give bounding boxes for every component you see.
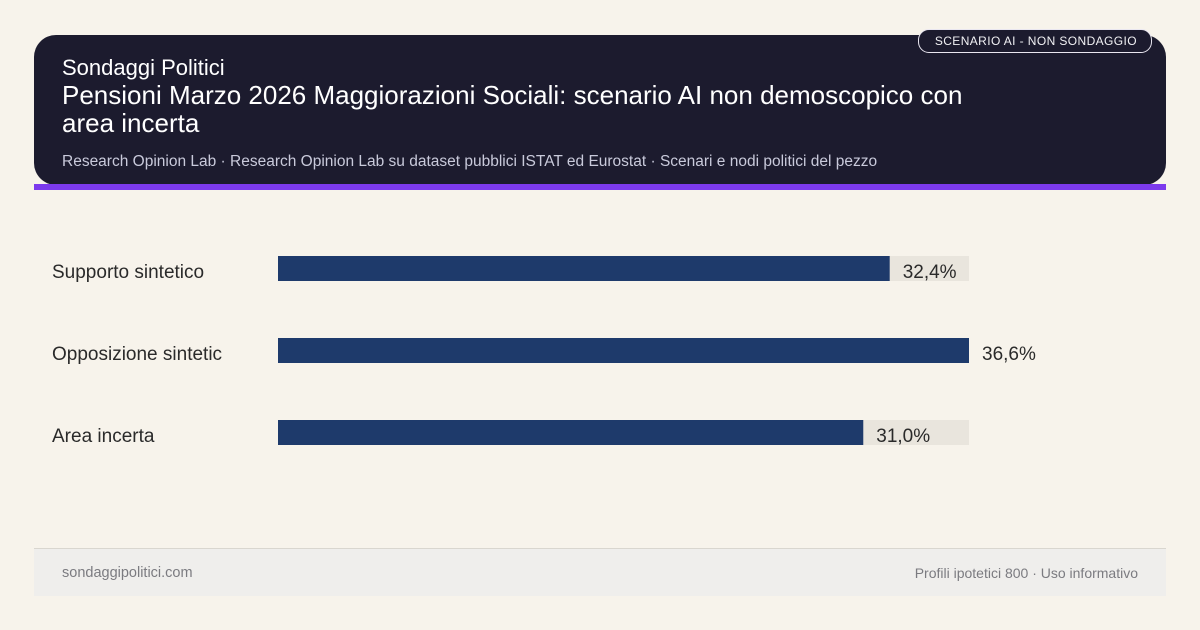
category-label: Supporto sintetico — [52, 262, 204, 283]
bar — [278, 420, 864, 445]
header-accent-bar — [34, 184, 1166, 190]
bar — [278, 256, 890, 281]
footer-site: sondaggipolitici.com — [62, 564, 193, 581]
footer: sondaggipolitici.com Profili ipotetici 8… — [34, 548, 1166, 596]
scenario-badge: SCENARIO AI - NON SONDAGGIO — [917, 29, 1152, 53]
header-panel: SCENARIO AI - NON SONDAGGIO Sondaggi Pol… — [34, 29, 1166, 185]
value-label: 36,6% — [982, 344, 1036, 365]
page-title: Pensioni Marzo 2026 Maggiorazioni Social… — [62, 80, 963, 138]
bar — [278, 338, 969, 363]
value-label: 31,0% — [876, 426, 930, 447]
value-label: 32,4% — [903, 262, 957, 283]
footer-meta: Profili ipotetici 800 · Uso informativo — [914, 564, 1138, 581]
brand-name: Sondaggi Politici — [62, 55, 225, 80]
category-label: Opposizione sintetic — [52, 344, 222, 365]
category-label: Area incerta — [52, 426, 155, 447]
page-subtitle: Research Opinion Lab · Research Opinion … — [62, 153, 878, 170]
